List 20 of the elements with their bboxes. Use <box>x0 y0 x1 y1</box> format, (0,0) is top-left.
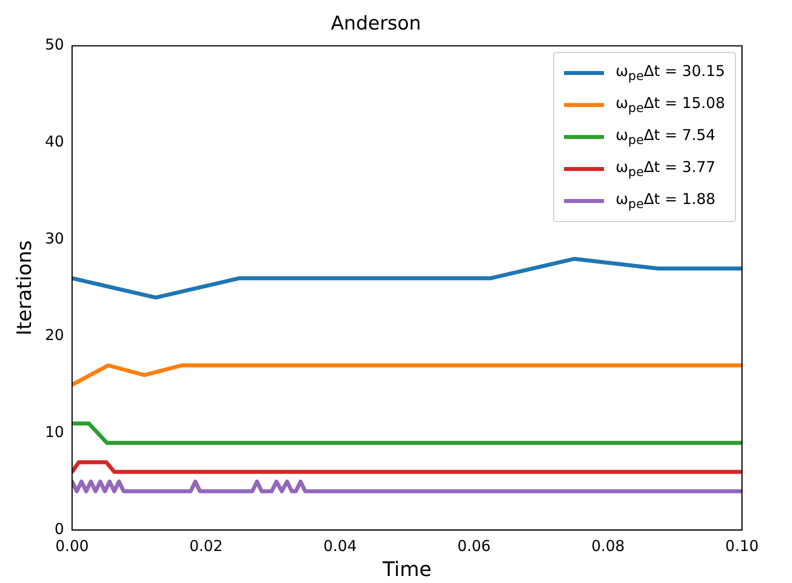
legend-label: ω$_{pe}$Δt = 15.08 <box>616 94 725 116</box>
x-tick-label: 0.06 <box>457 536 491 555</box>
legend-label: ω$_{pe}$Δt = 1.88 <box>616 190 716 212</box>
y-tick-label: 30 <box>44 229 64 248</box>
y-axis-title: Iterations <box>12 240 36 336</box>
chart-title: Anderson <box>330 12 422 34</box>
x-tick-label: 0.08 <box>591 536 625 555</box>
x-tick-label: 0.00 <box>55 536 89 555</box>
x-tick-label: 0.04 <box>323 536 357 555</box>
legend-label: ω$_{pe}$Δt = 7.54 <box>616 126 716 148</box>
x-tick-label: 0.10 <box>725 536 759 555</box>
y-tick-label: 40 <box>44 132 64 151</box>
y-tick-label: 50 <box>44 36 64 54</box>
legend-label: ω$_{pe}$Δt = 3.77 <box>616 158 716 180</box>
y-tick-label: 10 <box>44 423 64 442</box>
legend-label: ω$_{pe}$Δt = 30.15 <box>616 62 725 84</box>
x-axis-title: Time <box>382 557 432 582</box>
y-tick-label: 0 <box>54 520 64 538</box>
y-tick-label: 20 <box>44 326 64 344</box>
x-tick-label: 0.02 <box>189 536 223 555</box>
